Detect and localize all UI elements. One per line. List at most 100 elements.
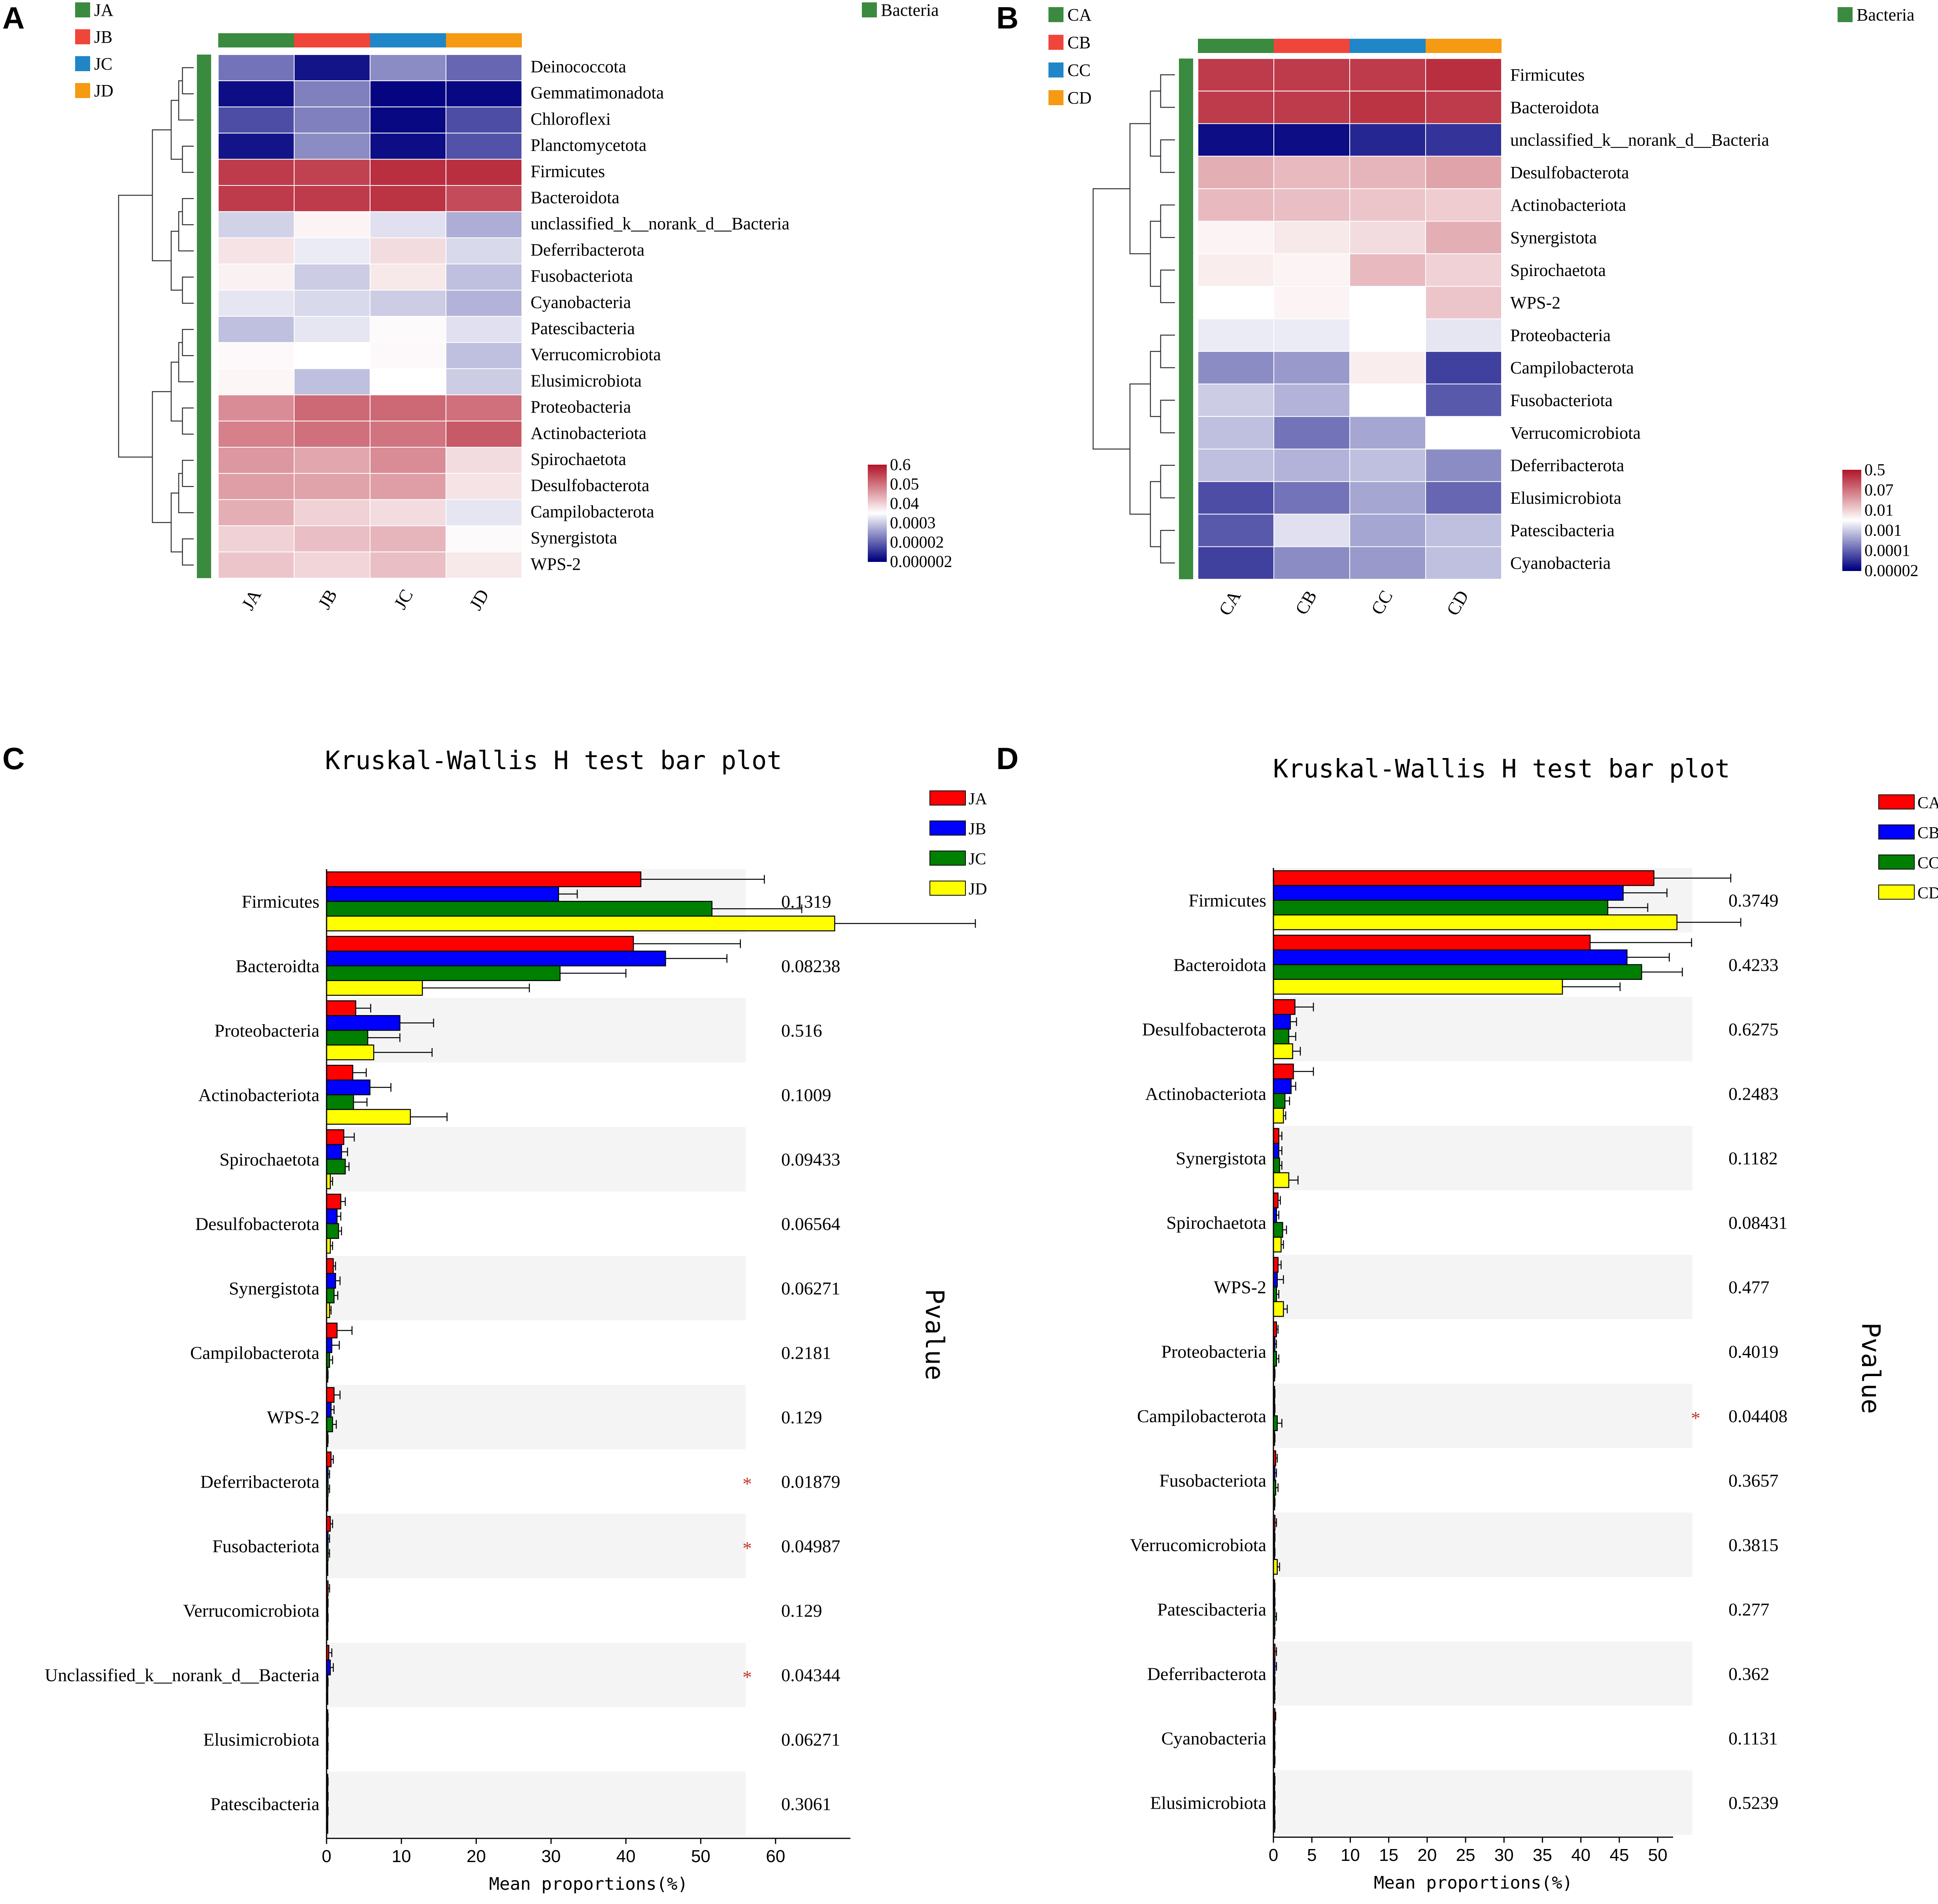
category-label: WPS-2 [267,1407,319,1428]
pvalue-label: 0.06564 [781,1214,841,1234]
heatmap-cell [1273,91,1350,124]
heatmap-column-label: CB [1291,587,1321,618]
bar [1273,885,1624,901]
color-scale-label: 0.00002 [1864,562,1919,580]
heatmap-row-label: unclassified_k__norank_d__Bacteria [531,214,790,233]
heatmap-cell [218,289,295,317]
category-label: Actinobacteriota [198,1085,319,1105]
dendrogram-branch [182,276,194,304]
heatmap-cell [1198,188,1274,222]
series-legend-label-cc: CC [1917,854,1938,872]
heatmap-cell [1273,58,1350,92]
color-scale-step [868,540,887,543]
significance-star: * [1691,1408,1700,1429]
heatmap-cell [446,499,522,526]
color-scale-step [868,466,887,469]
heatmap-row-label: Planctomycetota [531,136,646,155]
color-scale-step [1842,533,1861,536]
x-tick-label: 40 [1571,1845,1590,1865]
dendrogram-branch [178,80,194,121]
bar [326,1044,374,1061]
heatmap-cell [446,525,522,552]
dendrogram-branch [182,67,194,95]
bar [326,1337,332,1353]
series-legend-swatch-cd [1878,885,1915,900]
error-bar [1654,874,1732,883]
heatmap-cell [1273,546,1350,580]
group-legend-swatch-jb [75,29,90,44]
dendrogram-branch [118,195,153,458]
color-scale-step [1842,517,1861,519]
heatmap-row-label: Deinococcota [531,57,626,76]
category-label: Deferribacterota [1147,1664,1266,1684]
heatmap-row-label: Firmicutes [531,162,605,181]
heatmap-cell [294,159,370,186]
heatmap-cell [294,80,370,108]
error-bar [334,1291,338,1300]
heatmap-row-label: Verrucomicrobiota [531,345,661,364]
pvalue-label: 0.516 [781,1021,822,1041]
heatmap-cell [294,473,370,500]
heatmap-cell [1349,546,1426,580]
heatmap-cell [370,420,446,448]
error-bar [334,1390,341,1399]
dendrogram-branch [170,492,183,553]
error-bar [1288,1176,1299,1185]
color-scale-step [868,526,887,528]
heatmap-cell [446,368,522,395]
heatmap-cell [370,316,446,343]
heatmap-cell [294,211,370,238]
pvalue-label: 0.3815 [1728,1535,1779,1555]
category-label: Elusimicrobiota [1150,1793,1266,1813]
color-scale-step [1842,483,1861,486]
color-scale-step [868,497,887,499]
x-tick-label: 35 [1533,1845,1552,1865]
heatmap-cell [1198,123,1274,157]
color-scale-step [868,487,887,490]
color-scale-step [1842,492,1861,494]
series-legend-swatch-ca [1878,794,1915,809]
category-label: Cyanobacteria [1161,1728,1266,1749]
color-scale-step [868,511,887,514]
color-scale-step [1842,548,1861,551]
color-scale-step [1842,545,1861,548]
color-scale-step [868,553,887,556]
heatmap-cell [1425,546,1502,580]
heatmap-cell [370,473,446,500]
error-bar [1274,1389,1276,1398]
chart-title: Kruskal-Wallis H test bar plot [325,746,782,775]
heatmap-row-label: Deferribacterota [531,240,644,259]
heatmap-cell [218,263,295,291]
heatmap-cell [1273,155,1350,189]
group-color-bar-ca [1198,39,1274,53]
group-legend-label-ja: JA [94,0,113,20]
color-scale-step [1842,510,1861,512]
heatmap-cell [218,525,295,552]
error-bar [1590,938,1692,947]
heatmap-cell [370,132,446,160]
dendrogram-branch [182,459,194,487]
heatmap-row-label: Deferribacterota [1510,456,1624,475]
error-bar [331,1455,334,1464]
x-axis-label: Mean proportions(%) [1374,1873,1573,1893]
error-bar [332,1341,340,1350]
color-scale-step [1842,500,1861,502]
error-bar [329,1648,332,1657]
color-scale-step [868,532,887,535]
color-scale-step [1842,505,1861,507]
error-bar [1283,1305,1288,1314]
heatmap-cell [1425,286,1502,320]
bar-panel-d: Kruskal-Wallis H test bar plot CA CB CC CD Fi… [1130,754,1938,1893]
dendrogram-branch [1150,481,1161,547]
error-bar [333,1261,336,1271]
error-bar [1275,1518,1277,1527]
error-bar [327,1678,329,1687]
dendrogram-branch [170,231,183,291]
heatmap-cell [1198,91,1274,124]
error-bar [1279,1161,1283,1170]
group-legend-label-cb: CB [1067,33,1091,52]
heatmap-cell [446,316,522,343]
heatmap-cell [218,159,295,186]
color-scale-step [868,489,887,491]
heatmap-row-label: Spirochaetota [1510,261,1606,280]
